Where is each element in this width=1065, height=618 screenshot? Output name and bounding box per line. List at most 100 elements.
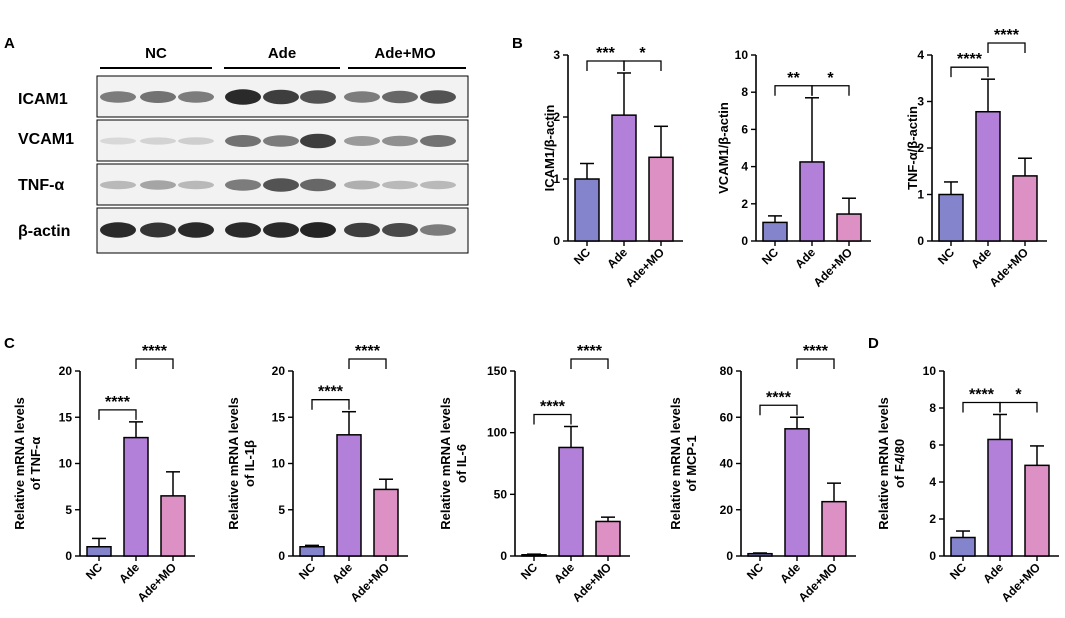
y-axis-label: Relative mRNA levelsof IL-1β (226, 397, 257, 529)
y-tick-label: 10 (59, 457, 73, 471)
blot-band (225, 135, 261, 147)
blot-band (100, 222, 136, 238)
y-axis-label-line: of TNF-α (28, 437, 43, 490)
blot-band (344, 180, 380, 190)
bar-chart: 0 2 4 6 8 10 Relative mRNA levelsof F4/80 NC Ade… (876, 364, 1059, 605)
y-tick-label: 4 (917, 48, 924, 62)
x-tick-label: NC (744, 560, 766, 582)
y-axis-label-line: of IL-1β (242, 440, 257, 487)
y-axis-label: Relative mRNA levelsof MCP-1 (668, 397, 699, 529)
y-axis-label-line: of MCP-1 (684, 435, 699, 491)
x-tick-label: Ade (329, 560, 355, 586)
y-axis-label: TNF-α/β-actin (905, 106, 920, 190)
x-tick-label: NC (518, 560, 540, 582)
bar (574, 178, 600, 242)
bar (938, 193, 964, 242)
y-axis-label-line: Relative mRNA levels (12, 397, 27, 529)
bar (648, 156, 674, 242)
y-tick-label: 15 (59, 410, 73, 424)
blot-band (178, 180, 214, 190)
y-tick-label: 15 (272, 410, 286, 424)
significance-label: *** (596, 45, 615, 62)
bar (950, 536, 976, 557)
blot-band (140, 180, 176, 190)
blot-group-label: Ade+MO (374, 45, 436, 62)
significance-bracket (759, 404, 798, 416)
blot-band (178, 137, 214, 145)
bar (1024, 464, 1050, 557)
y-axis-label: Relative mRNA levelsof F4/80 (876, 397, 907, 529)
y-axis-label: ICAM1/β-actin (542, 105, 557, 192)
y-tick-label: 4 (929, 475, 936, 489)
blot-band (420, 224, 456, 236)
x-tick-label: Ade+MO (811, 245, 856, 290)
significance-label: **** (994, 27, 1020, 44)
blot-band (225, 222, 261, 238)
blot-band (225, 179, 261, 191)
blot-band (420, 90, 456, 104)
significance-label: **** (142, 343, 168, 360)
significance-label: * (1015, 386, 1022, 403)
y-tick-label: 40 (720, 457, 734, 471)
significance-bracket (950, 66, 989, 78)
bar-chart: 0 5 10 15 20 Relative mRNA levelsof TNF-α NC Ad… (12, 343, 195, 605)
blot-band (140, 222, 176, 238)
y-tick-label: 0 (278, 549, 285, 563)
y-tick-label: 80 (720, 364, 734, 378)
blot-band (178, 222, 214, 238)
blot-band (140, 137, 176, 145)
x-tick-label: NC (296, 560, 318, 582)
significance-bracket (774, 85, 813, 96)
y-tick-label: 20 (272, 364, 286, 378)
blot-group-label: NC (145, 45, 167, 62)
blot-band (263, 178, 299, 192)
bar (521, 554, 547, 557)
protein-label: ICAM1 (18, 91, 68, 108)
bar (762, 221, 788, 242)
bar (86, 546, 112, 557)
x-tick-label: Ade+MO (796, 560, 841, 605)
y-tick-label: 2 (929, 512, 936, 526)
significance-bracket (811, 85, 850, 96)
y-tick-label: 2 (741, 197, 748, 211)
blot-band (344, 136, 380, 146)
protein-label: TNF-α (18, 177, 64, 194)
x-tick-label: Ade+MO (348, 560, 393, 605)
y-tick-label: 10 (272, 457, 286, 471)
x-tick-label: Ade (792, 245, 818, 271)
y-tick-label: 6 (929, 438, 936, 452)
x-tick-label: NC (83, 560, 105, 582)
y-tick-label: 0 (741, 234, 748, 248)
bar (747, 552, 773, 557)
y-tick-label: 2 (553, 110, 560, 124)
y-tick-label: 50 (494, 487, 508, 501)
blot-band (344, 91, 380, 103)
y-tick-label: 0 (917, 234, 924, 248)
blot-group-label: Ade (268, 45, 296, 62)
y-tick-label: 5 (278, 503, 285, 517)
blot-band (300, 90, 336, 104)
blot-band (263, 222, 299, 238)
panel-letter-c: C (4, 335, 15, 352)
bar (799, 161, 825, 242)
blot-band (382, 135, 418, 147)
y-tick-label: 3 (553, 48, 560, 62)
blot-band (263, 89, 299, 105)
y-tick-label: 0 (929, 549, 936, 563)
bar (299, 546, 325, 557)
y-tick-label: 1 (553, 172, 560, 186)
y-axis-label-line: of IL-6 (454, 444, 469, 483)
blot-band (100, 91, 136, 103)
x-tick-label: Ade (980, 560, 1006, 586)
significance-label: **** (355, 343, 381, 360)
significance-bracket (623, 60, 662, 71)
blot-band (100, 180, 136, 190)
x-tick-label: Ade (551, 560, 577, 586)
blot-band (225, 89, 261, 105)
bar-chart: 0 5 10 15 20 Relative mRNA levelsof IL-1β NC Ad… (226, 343, 408, 605)
significance-bracket (586, 60, 625, 71)
significance-label: **** (803, 343, 829, 360)
